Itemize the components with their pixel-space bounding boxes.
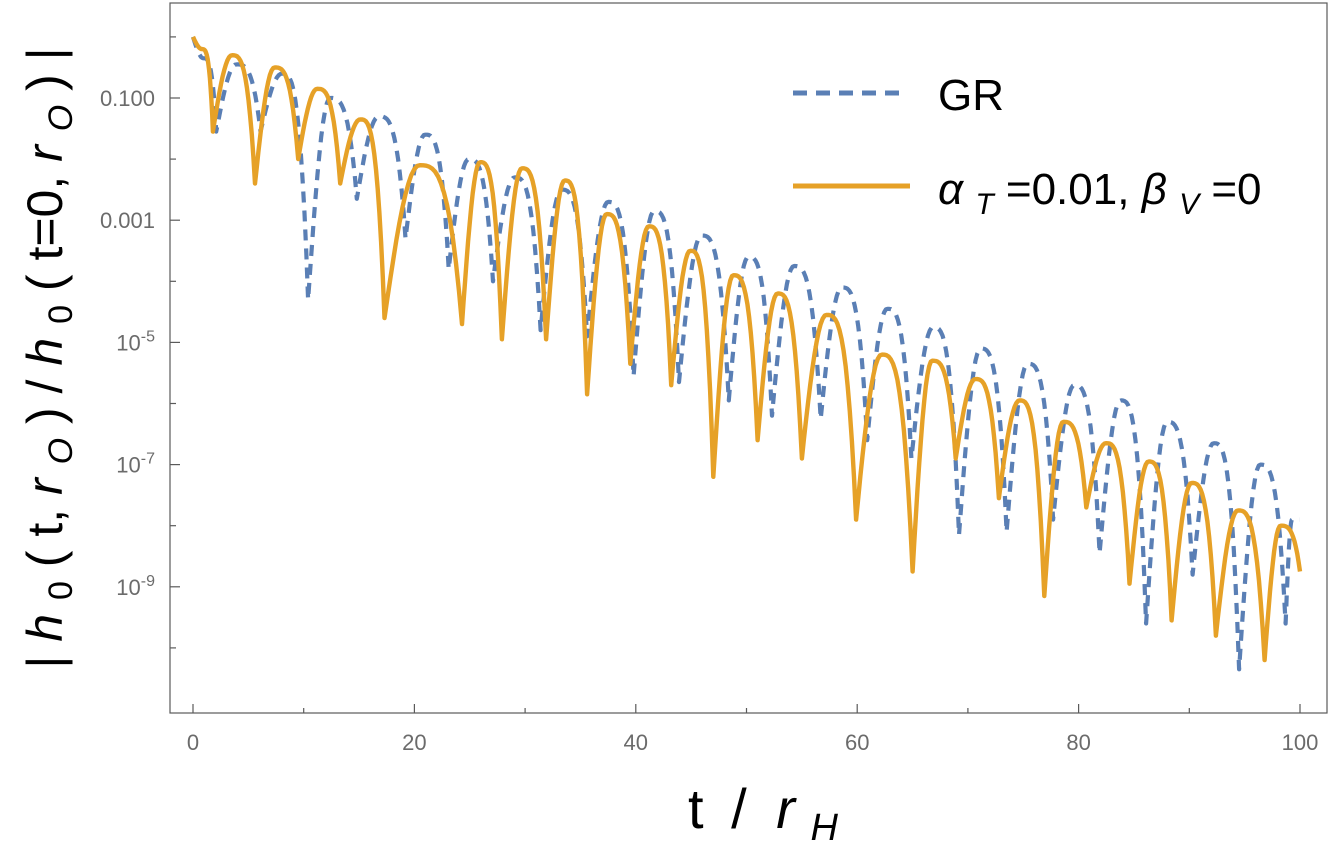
legend: GR α T =0.01, β V =0: [793, 71, 1261, 224]
y-axis-title-close2: ): [17, 74, 73, 91]
legend-alpha-sub: T: [975, 188, 996, 221]
x-tick-label-80: 80: [1066, 730, 1090, 755]
y-axis-title-r: r: [17, 476, 73, 495]
legend-beta-value: =0: [1211, 165, 1261, 214]
y-axis-title-close: ): [17, 407, 73, 424]
legend-alpha-symbol: α: [938, 165, 965, 214]
series-line-gr: [190, 36, 1302, 672]
x-axis-ticks: 0 20 40 60 80 100: [187, 704, 1318, 755]
y-axis-title-t0: t=0,: [17, 176, 73, 261]
y-axis-title-slash: /: [17, 379, 73, 393]
y-axis-title-bar: |: [17, 656, 73, 669]
x-axis-title-r: r: [776, 777, 797, 840]
y-axis-title-open2: (: [17, 274, 73, 291]
y-axis-title-bar-end: |: [17, 47, 73, 60]
series-layer: [190, 35, 1303, 672]
legend-beta-sub: V: [1179, 188, 1202, 221]
x-tick-label-100: 100: [1282, 730, 1319, 755]
legend-label-gr: GR: [938, 71, 1004, 120]
y-axis-title-r-sub: O: [42, 438, 80, 464]
x-axis-title-t: t: [688, 777, 704, 840]
y-tick-label: 0.001: [100, 208, 155, 233]
y-axis-title: | h 0 ( t, r O ) / h 0 ( t=0, r O ) |: [17, 47, 83, 668]
y-tick-label: 10-7: [116, 451, 155, 478]
x-axis-title-sep: /: [731, 777, 747, 840]
y-tick-label: 0.100: [100, 86, 155, 111]
y-axis-title-h2: h: [17, 338, 73, 366]
y-axis-ticks: 0.100 0.001 10-5 10-7 10-9: [100, 36, 180, 649]
x-tick-label-40: 40: [624, 730, 648, 755]
series-line-alpha: [191, 35, 1303, 663]
legend-beta-symbol: β: [1140, 165, 1167, 214]
y-axis-title-h-sub: 0: [42, 581, 80, 600]
y-tick-label: 10-5: [116, 328, 155, 355]
x-axis-title: t / r H: [688, 777, 838, 843]
x-tick-label-0: 0: [187, 730, 199, 755]
y-axis-title-h: h: [17, 614, 73, 642]
x-tick-label-20: 20: [402, 730, 426, 755]
y-axis-title-h2-sub: 0: [42, 305, 80, 324]
x-axis-title-sub: H: [810, 807, 838, 843]
legend-alpha-value: =0.01,: [1006, 165, 1130, 214]
x-tick-label-60: 60: [845, 730, 869, 755]
y-axis-title-r2: r: [17, 143, 73, 162]
plot-frame: [169, 2, 1328, 714]
y-axis-title-open: (: [17, 550, 73, 567]
legend-label-alpha: α T =0.01, β V =0: [938, 165, 1261, 224]
y-tick-label: 10-9: [116, 573, 155, 600]
y-axis-title-t: t,: [17, 509, 73, 537]
y-axis-title-r2-sub: O: [42, 105, 80, 131]
